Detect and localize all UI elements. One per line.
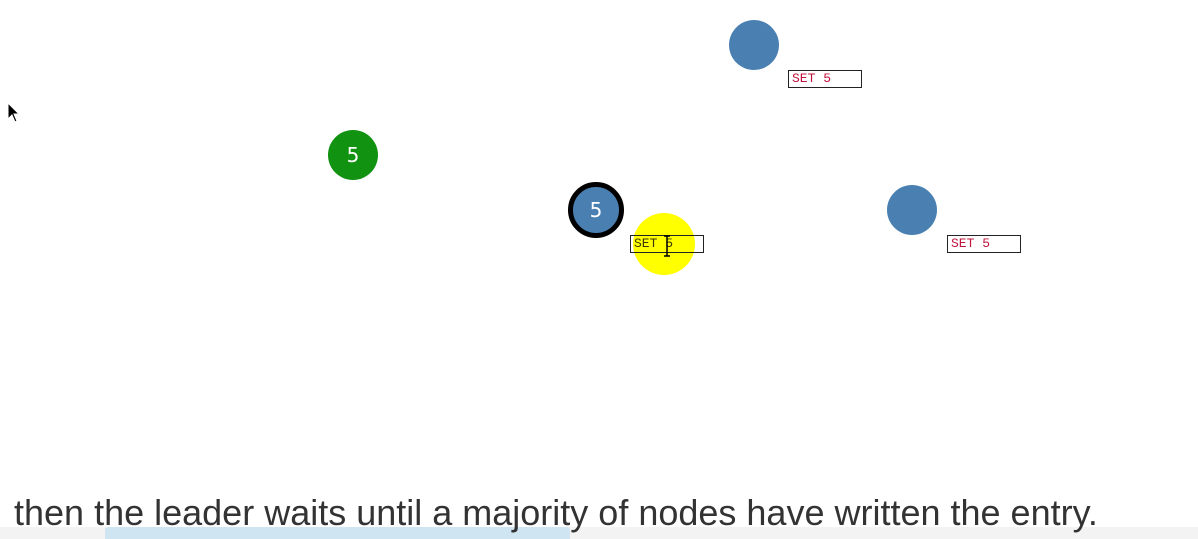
cursor-highlight [633, 213, 695, 275]
right-follower-log-entry: SET 5 [947, 235, 1021, 253]
playback-progress-bar[interactable] [105, 527, 570, 539]
leader-node[interactable]: 5 [568, 182, 624, 238]
ibeam-cursor-icon [664, 235, 670, 257]
right-follower-node[interactable] [887, 185, 937, 235]
top-follower-node[interactable] [729, 20, 779, 70]
top-follower-log-entry: SET 5 [788, 70, 862, 88]
candidate-node-label: 5 [346, 143, 360, 167]
caption-text: then the leader waits until a majority o… [14, 492, 1098, 533]
candidate-node[interactable]: 5 [328, 130, 378, 180]
arrow-cursor-icon [7, 102, 21, 123]
leader-node-label: 5 [589, 198, 603, 222]
